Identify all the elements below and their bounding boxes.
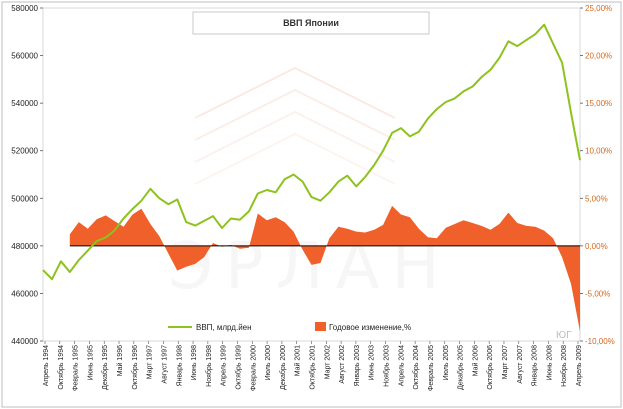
x-tick-label: Ноябрь 2008 [560, 345, 568, 387]
x-tick-label: Январь 2008 [532, 345, 539, 387]
x-tick-label: Июнь 2003 [369, 345, 376, 380]
title-box [192, 11, 430, 35]
x-tick-label: Апрель 1994 [43, 345, 50, 386]
corner-mark: ЮГ [556, 330, 572, 341]
y-right-tick-label: 20,00% [585, 52, 612, 61]
y-left-tick-label: 440000 [11, 337, 38, 346]
x-tick-label: Июнь 2008 [546, 345, 553, 380]
y-left-tick-label: 580000 [11, 4, 38, 13]
legend-gdp-label: ВВП, млрд.йен [196, 323, 252, 332]
x-tick-label: Ноябрь 1998 [205, 345, 213, 387]
y-left-tick-label: 460000 [11, 289, 38, 298]
x-tick-label: Апрель 1999 [221, 345, 228, 386]
chart-title: ВВП Японии [283, 18, 339, 28]
x-tick-label: Апрель 2004 [398, 345, 405, 386]
x-tick-label: Ноябрь 2003 [383, 345, 391, 387]
y-right-tick-label: 0,00% [585, 242, 608, 251]
x-tick-label: Октябрь 2004 [412, 345, 420, 390]
y-right-tick-label: 15,00% [585, 99, 612, 108]
x-tick-label: Август 2007 [517, 345, 524, 384]
x-tick-label: Февраль 2000 [250, 345, 257, 391]
x-tick-label: Январь 1998 [176, 345, 183, 387]
x-tick-label: Октябрь 2001 [309, 345, 317, 390]
x-tick-label: Август 1997 [161, 345, 168, 384]
x-tick-label: Март 2002 [324, 345, 331, 379]
annual-change-shape [69, 205, 581, 332]
plot-area [42, 7, 581, 342]
x-tick-label: Июнь 1998 [191, 345, 198, 380]
x-tick-label: Июль 2000 [265, 345, 272, 380]
y-right-tick-label: -10,00% [585, 337, 615, 346]
x-tick-label: Октябрь 1994 [57, 345, 65, 390]
x-tick-label: Октябрь 2006 [486, 345, 494, 390]
x-tick-label: Октябрь 1996 [131, 345, 139, 390]
x-tick-label: Февраль 2005 [428, 345, 435, 391]
x-tick-label: Март 1997 [147, 345, 154, 379]
y-left-tick-label: 540000 [11, 99, 38, 108]
x-tick-label: Апрель 2009 [576, 345, 583, 386]
x-tick-label: Март 2007 [502, 345, 509, 379]
y-right-tick-label: -5,00% [585, 289, 610, 298]
y-right-tick-label: 25,00% [585, 4, 612, 13]
x-axis: Апрель 1994 Октябрь 1994 Февраль 1995 Июнь … [43, 341, 583, 391]
gdp-series-line [42, 23, 581, 281]
x-tick-label: Октябрь 1999 [234, 345, 242, 390]
x-tick-label: Июль 2005 [443, 345, 450, 380]
legend: ВВП, млрд.йен Годовое изменение,% [168, 322, 411, 332]
x-tick-label: Май 1996 [116, 345, 124, 376]
x-tick-label: Январь 2003 [354, 345, 361, 387]
x-tick-label: Май 2006 [471, 345, 479, 376]
y-right-tick-label: 5,00% [585, 194, 608, 203]
x-tick-label: Февраль 1995 [73, 345, 80, 391]
y-left-tick-label: 500000 [11, 194, 38, 203]
y-left-tick-label: 480000 [11, 242, 38, 251]
x-tick-label: Декабрь 2005 [457, 345, 465, 390]
legend-change-swatch [315, 322, 326, 331]
x-tick-label: Декабрь 1995 [101, 345, 109, 390]
y-right-tick-label: 10,00% [585, 147, 612, 156]
y-axis-right: -10,00% -5,00% 0,00% 5,00% 10,00% 15,00% 20,00… [580, 4, 615, 346]
legend-change-label: Годовое изменение,% [329, 323, 411, 332]
x-tick-label: Декабрь 2000 [279, 345, 287, 390]
annual-change-area [69, 205, 581, 332]
x-tick-label: Июнь 1995 [87, 345, 94, 380]
x-tick-label: Август 2002 [339, 345, 346, 384]
y-axis-left: 440000 460000 480000 500000 520000 540000 5600… [11, 4, 43, 346]
x-tick-label: Май 2001 [294, 345, 302, 376]
y-left-tick-label: 560000 [11, 52, 38, 61]
y-left-tick-label: 520000 [11, 147, 38, 156]
